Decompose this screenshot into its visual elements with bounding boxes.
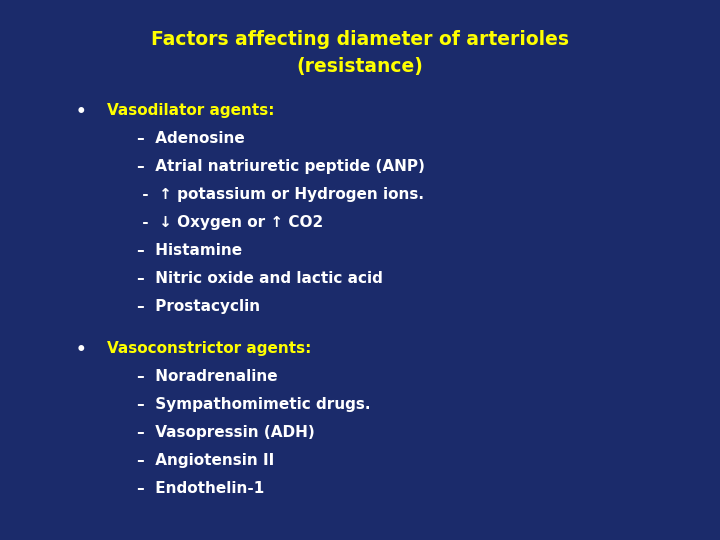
Text: –  Prostacyclin: – Prostacyclin [137,299,260,314]
Text: -  ↓ Oxygen or ↑ CO2: - ↓ Oxygen or ↑ CO2 [137,215,323,230]
Text: –  Vasopressin (ADH): – Vasopressin (ADH) [137,425,315,440]
Text: –  Atrial natriuretic peptide (ANP): – Atrial natriuretic peptide (ANP) [137,159,425,174]
Text: –  Sympathomimetic drugs.: – Sympathomimetic drugs. [137,397,370,412]
Text: –  Noradrenaline: – Noradrenaline [137,369,277,384]
Text: -  ↑ potassium or Hydrogen ions.: - ↑ potassium or Hydrogen ions. [137,187,424,202]
Text: –  Endothelin-1: – Endothelin-1 [137,481,264,496]
Text: •: • [76,341,86,359]
Text: –  Angiotensin II: – Angiotensin II [137,453,274,468]
Text: Factors affecting diameter of arterioles: Factors affecting diameter of arterioles [151,30,569,49]
Text: –  Adenosine: – Adenosine [137,131,245,146]
Text: –  Histamine: – Histamine [137,243,242,258]
Text: Vasoconstrictor agents:: Vasoconstrictor agents: [107,341,311,356]
Text: •: • [76,103,86,120]
Text: Vasodilator agents:: Vasodilator agents: [107,103,274,118]
Text: –  Nitric oxide and lactic acid: – Nitric oxide and lactic acid [137,271,382,286]
Text: (resistance): (resistance) [297,57,423,76]
